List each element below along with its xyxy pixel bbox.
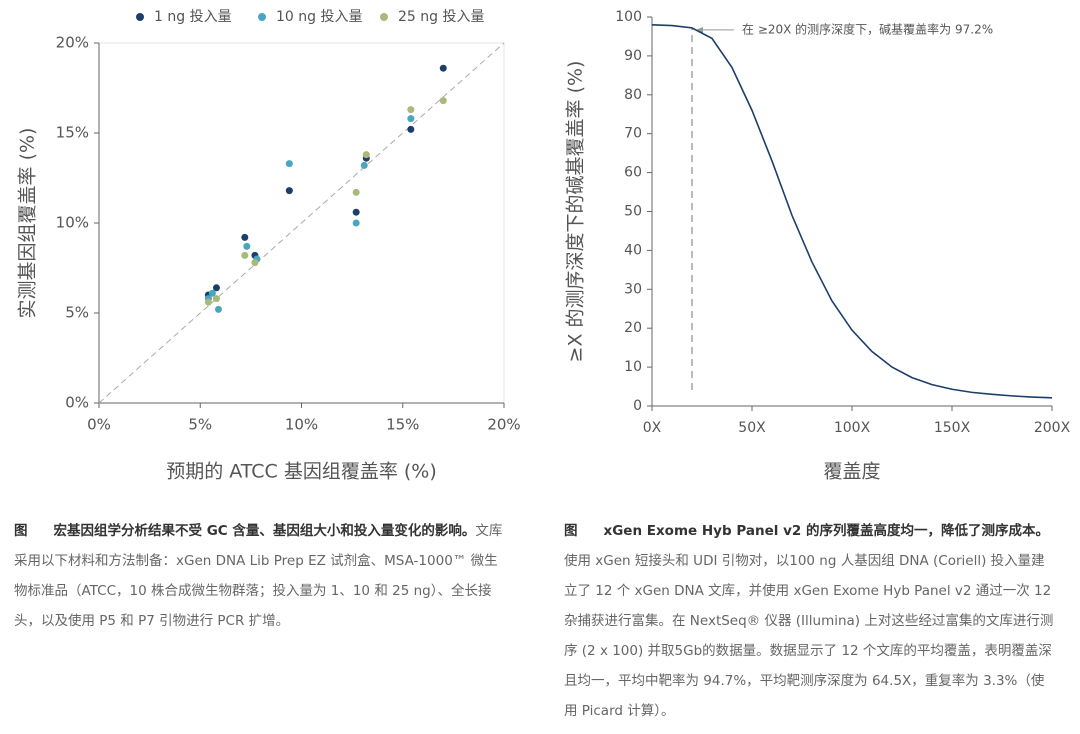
legend-marker <box>136 13 144 21</box>
legend-label: 10 ng 投入量 <box>276 9 362 25</box>
data-point <box>352 188 360 196</box>
y-tick-label: 50 <box>624 204 642 220</box>
data-point <box>352 208 360 216</box>
data-point <box>285 160 293 168</box>
x-axis-title: 覆盖度 <box>823 461 880 483</box>
legend-marker <box>380 13 388 21</box>
caption-title: xGen Exome Hyb Panel v2 的序列覆盖高度均一，降低了测序成… <box>603 523 1049 539</box>
x-tick-label: 5% <box>188 416 212 434</box>
x-tick-label: 50X <box>738 420 766 436</box>
y-tick-label: 20% <box>56 34 89 52</box>
y-tick-label: 10 <box>624 359 642 375</box>
data-line <box>651 23 1053 399</box>
data-point <box>251 259 259 267</box>
data-point <box>208 289 216 297</box>
caption: 图 xGen Exome Hyb Panel v2 的序列覆盖高度均一，降低了测序… <box>564 516 1056 726</box>
chart: 0 10 20 30 40 50 60 70 80 90 100 0X 50X 100X 150X 200X 覆… <box>565 9 1071 483</box>
caption-title: 宏基因组学分析结果不受 GC 含量、基因组大小和投入量变化的影响。 <box>53 523 476 539</box>
y-tick-label: 20 <box>624 320 642 336</box>
legend-marker <box>258 13 266 21</box>
data-point <box>407 115 415 123</box>
x-tick-label: 15% <box>386 416 419 434</box>
y-tick-label: 10% <box>56 214 89 232</box>
x-axis-title: 预期的 ATCC 基因组覆盖率 (%) <box>166 461 437 483</box>
data-point <box>360 161 368 169</box>
data-point <box>439 64 447 72</box>
x-tick-label: 150X <box>934 420 971 436</box>
chart: 0% 5% 10% 15% 20% 0% 5% 10% 15% 20% 预期的 ATCC 基因组覆盖… <box>17 9 521 483</box>
y-axis-title: ≥X 的测序深度下的碱基覆盖率 (%) <box>565 61 587 363</box>
data-point <box>243 242 251 250</box>
x-tick-label: 0X <box>643 420 662 436</box>
data-point <box>214 305 222 313</box>
data-point <box>439 97 447 105</box>
data-point <box>362 151 370 159</box>
y-tick-label: 90 <box>624 48 642 64</box>
annotation-arrowhead <box>696 26 703 33</box>
data-point <box>241 233 249 241</box>
data-point <box>212 284 220 292</box>
data-point <box>407 125 415 133</box>
data-point <box>352 219 360 227</box>
caption-body: 文库采用以下材料和方法制备：xGen DNA Lib Prep EZ 试剂盒、M… <box>14 523 503 629</box>
x-tick-label: 20% <box>487 416 520 434</box>
legend-label: 1 ng 投入量 <box>154 9 232 25</box>
x-tick-label: 0% <box>87 416 111 434</box>
caption: 图 宏基因组学分析结果不受 GC 含量、基因组大小和投入量变化的影响。文库采用以下… <box>14 516 506 636</box>
y-tick-label: 70 <box>624 126 642 142</box>
y-tick-label: 60 <box>624 165 642 181</box>
caption-label: 图 <box>14 523 28 539</box>
y-tick-label: 5% <box>65 304 89 322</box>
x-tick-label: 200X <box>1034 420 1071 436</box>
reference-line <box>98 42 505 404</box>
data-point <box>285 187 293 195</box>
y-tick-label: 0% <box>65 394 89 412</box>
x-tick-label: 100X <box>834 420 871 436</box>
data-point <box>241 251 249 259</box>
y-axis-title: 实测基因组覆盖率 (%) <box>17 128 39 319</box>
caption-label: 图 <box>564 523 578 539</box>
data-point <box>204 298 212 306</box>
data-point <box>212 295 220 303</box>
x-tick-label: 10% <box>285 416 318 434</box>
y-tick-label: 80 <box>624 87 642 103</box>
y-tick-label: 40 <box>624 242 642 258</box>
data-point <box>407 106 415 114</box>
annotation-text: 在 ≥20X 的测序深度下，碱基覆盖率为 97.2% <box>742 21 993 36</box>
y-tick-label: 30 <box>624 281 642 297</box>
y-tick-label: 15% <box>56 124 89 142</box>
legend-label: 25 ng 投入量 <box>398 9 484 25</box>
y-tick-label: 0 <box>633 398 642 414</box>
y-tick-label: 100 <box>615 9 642 25</box>
caption-body: 使用 xGen 短接头和 UDI 引物对，以100 ng 人基因组 DNA (C… <box>564 553 1054 719</box>
